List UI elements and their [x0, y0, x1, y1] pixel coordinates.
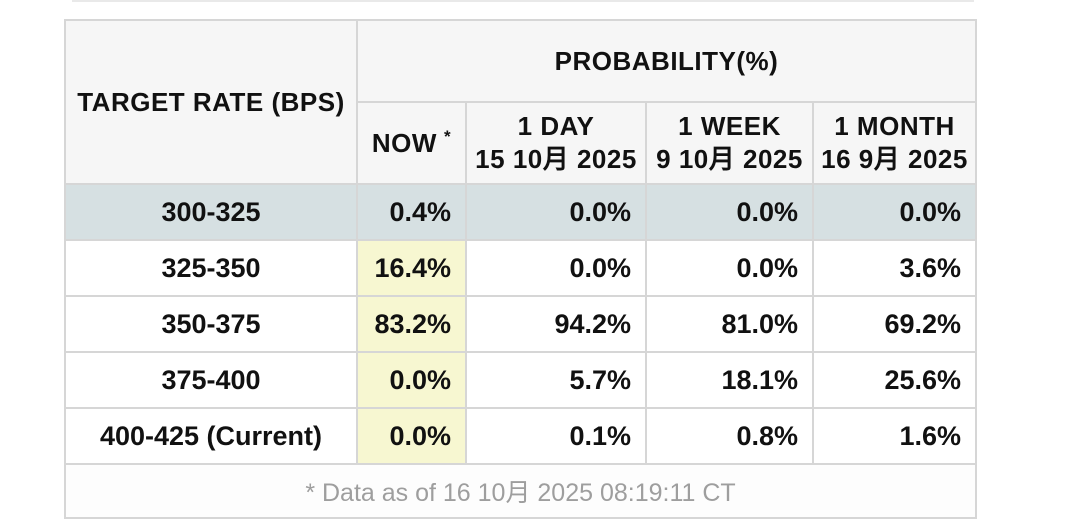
cell-1month: 69.2%	[812, 295, 977, 353]
col-label-1week: 1 WEEK	[678, 111, 781, 141]
cell-1week: 0.0%	[645, 183, 814, 241]
col-date-1week: 9 10月 2025	[656, 144, 803, 174]
col-header-1day: 1 DAY 15 10月 2025	[465, 101, 647, 185]
table-row-325-350: 325-350 16.4% 0.0% 0.0% 3.6%	[64, 239, 977, 297]
cell-now: 83.2%	[356, 295, 467, 353]
cell-now: 0.0%	[356, 407, 467, 465]
cell-1week: 0.8%	[645, 407, 814, 465]
data-asof-note: * Data as of 16 10月 2025 08:19:11 CT	[64, 463, 977, 519]
cell-1month: 3.6%	[812, 239, 977, 297]
cell-1week: 18.1%	[645, 351, 814, 409]
probability-header: PROBABILITY(%)	[356, 19, 977, 103]
col-header-now: NOW *	[356, 101, 467, 185]
cell-1week: 81.0%	[645, 295, 814, 353]
cell-1day: 0.0%	[465, 239, 647, 297]
cell-1day: 0.0%	[465, 183, 647, 241]
col-label-1day: 1 DAY	[517, 111, 595, 141]
table-row-350-375: 350-375 83.2% 94.2% 81.0% 69.2%	[64, 295, 977, 353]
col-header-1week: 1 WEEK 9 10月 2025	[645, 101, 814, 185]
row-label: 400-425 (Current)	[64, 407, 358, 465]
row-label: 300-325	[64, 183, 358, 241]
table-row-400-425-current: 400-425 (Current) 0.0% 0.1% 0.8% 1.6%	[64, 407, 977, 465]
col-header-1month: 1 MONTH 16 9月 2025	[812, 101, 977, 185]
now-asterisk: *	[443, 126, 452, 146]
cell-1day: 94.2%	[465, 295, 647, 353]
cell-1month: 1.6%	[812, 407, 977, 465]
cell-now: 0.0%	[356, 351, 467, 409]
table-row-375-400: 375-400 0.0% 5.7% 18.1% 25.6%	[64, 351, 977, 409]
target-rate-header: TARGET RATE (BPS)	[64, 19, 358, 185]
cell-1month: 25.6%	[812, 351, 977, 409]
header-row-probability: TARGET RATE (BPS) PROBABILITY(%)	[64, 19, 977, 185]
col-date-1day: 15 10月 2025	[475, 144, 637, 174]
row-label: 375-400	[64, 351, 358, 409]
cell-1month: 0.0%	[812, 183, 977, 241]
cell-now: 16.4%	[356, 239, 467, 297]
cell-1day: 0.1%	[465, 407, 647, 465]
cell-1day: 5.7%	[465, 351, 647, 409]
fedwatch-probability-table: TARGET RATE (BPS) PROBABILITY(%) NOW * 1 …	[64, 19, 977, 519]
footer-row: * Data as of 16 10月 2025 08:19:11 CT	[64, 463, 977, 519]
header-row-periods: NOW * 1 DAY 15 10月 2025 1 WEEK 9 10月 2025…	[65, 101, 977, 185]
row-label: 350-375	[64, 295, 358, 353]
top-divider	[72, 0, 974, 2]
col-label-1month: 1 MONTH	[834, 111, 955, 141]
col-date-1month: 16 9月 2025	[821, 144, 968, 174]
cell-now: 0.4%	[356, 183, 467, 241]
cell-1week: 0.0%	[645, 239, 814, 297]
now-label: NOW	[371, 127, 437, 158]
row-label: 325-350	[64, 239, 358, 297]
table-row-300-325: 300-325 0.4% 0.0% 0.0% 0.0%	[64, 183, 977, 241]
